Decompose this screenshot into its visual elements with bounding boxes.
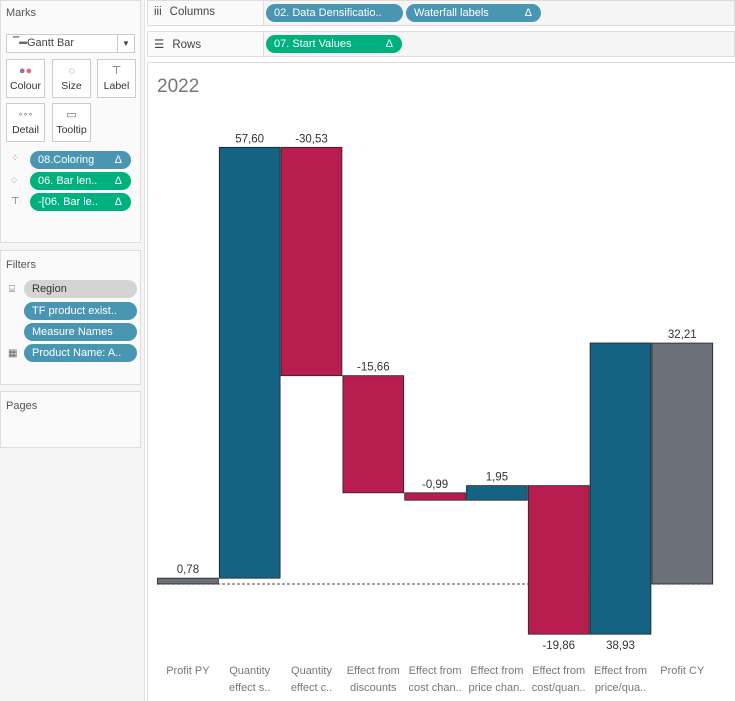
- columns-text: Columns: [169, 6, 216, 18]
- set-icon: ▦: [8, 348, 18, 359]
- filter-measure-names[interactable]: Measure Names: [24, 323, 137, 341]
- tooltip-icon: ▭: [66, 109, 77, 121]
- delta-icon: Δ: [385, 38, 393, 50]
- filters-title: Filters: [6, 259, 36, 271]
- pill-label: 08.Coloring: [38, 154, 95, 166]
- columns-shelf[interactable]: iii Columns 02. Data Densificatio.. Water…: [147, 0, 735, 26]
- row-pill-start-values[interactable]: 07. Start Values Δ: [266, 35, 402, 53]
- label-label: Label: [103, 80, 130, 92]
- pill-label: TF product exist..: [32, 305, 117, 317]
- size-icon: ◌: [11, 175, 17, 186]
- pill-label: Waterfall labels: [414, 7, 489, 19]
- pill-label: Measure Names: [32, 326, 113, 338]
- pages-card: Pages: [0, 391, 141, 448]
- gantt-icon: ▔▬: [13, 37, 28, 46]
- bar-length-label-pill[interactable]: -[06. Bar le.. Δ: [30, 193, 131, 211]
- columns-icon: iii: [154, 6, 162, 18]
- colour-button[interactable]: ●● Colour: [6, 59, 45, 98]
- rows-text: Rows: [172, 39, 202, 51]
- column-pill-waterfall-labels[interactable]: Waterfall labels Δ: [406, 4, 541, 22]
- pill-label: 07. Start Values: [274, 38, 352, 50]
- detail-button[interactable]: ∘∘∘ Detail: [6, 103, 45, 142]
- mark-type-value: Gantt Bar: [27, 37, 75, 49]
- delta-icon: Δ: [524, 7, 532, 19]
- detail-icon: ∘∘∘: [17, 110, 34, 119]
- colour-label: Colour: [10, 80, 41, 92]
- filter-tf-product[interactable]: TF product exist..: [24, 302, 137, 320]
- detail-label: Detail: [12, 124, 39, 136]
- colour-icon: ⁘: [11, 153, 20, 164]
- size-label: Size: [61, 80, 82, 92]
- marks-card: Marks ▔▬ Gantt Bar ▼ ●● Colour ◌ Size ⊤ Label…: [0, 0, 141, 243]
- label-icon: ⊤: [111, 65, 122, 77]
- tooltip-label: Tooltip: [56, 124, 87, 136]
- columns-label: iii Columns: [148, 1, 264, 25]
- tooltip-button[interactable]: ▭ Tooltip: [52, 103, 91, 142]
- chart-view: [147, 62, 735, 701]
- filters-card: Filters ⌸ Region TF product exist.. Meas…: [0, 250, 141, 385]
- chevron-down-icon[interactable]: ▼: [117, 35, 134, 52]
- size-icon: ◌: [68, 65, 75, 77]
- delta-icon: Δ: [114, 154, 122, 166]
- rows-icon: ☰: [154, 39, 165, 51]
- database-icon: ⌸: [9, 284, 15, 295]
- delta-icon: Δ: [114, 175, 122, 187]
- pages-title: Pages: [6, 400, 38, 412]
- marks-title: Marks: [6, 7, 36, 19]
- label-icon: ⊤: [11, 196, 20, 207]
- mark-type-dropdown[interactable]: ▔▬ Gantt Bar ▼: [6, 34, 135, 53]
- pill-label: 06. Bar len..: [38, 175, 98, 187]
- pill-label: -[06. Bar le..: [38, 196, 98, 208]
- size-button[interactable]: ◌ Size: [52, 59, 91, 98]
- colour-icon: ●●: [18, 65, 33, 77]
- delta-icon: Δ: [114, 196, 122, 208]
- filter-region[interactable]: Region: [24, 280, 137, 298]
- pill-label: 02. Data Densificatio..: [274, 7, 382, 19]
- pill-label: Region: [32, 283, 67, 295]
- rows-label: ☰ Rows: [148, 32, 264, 56]
- chart-title: 2022: [157, 76, 200, 97]
- coloring-pill[interactable]: 08.Coloring Δ: [30, 151, 131, 169]
- column-pill-data-densification[interactable]: 02. Data Densificatio..: [266, 4, 403, 22]
- filter-product-name[interactable]: Product Name: A..: [24, 344, 137, 362]
- label-button[interactable]: ⊤ Label: [97, 59, 136, 98]
- bar-length-size-pill[interactable]: 06. Bar len.. Δ: [30, 172, 131, 190]
- left-panel: Marks ▔▬ Gantt Bar ▼ ●● Colour ◌ Size ⊤ Label…: [0, 0, 145, 701]
- pill-label: Product Name: A..: [32, 347, 122, 359]
- rows-shelf[interactable]: ☰ Rows 07. Start Values Δ: [147, 31, 735, 57]
